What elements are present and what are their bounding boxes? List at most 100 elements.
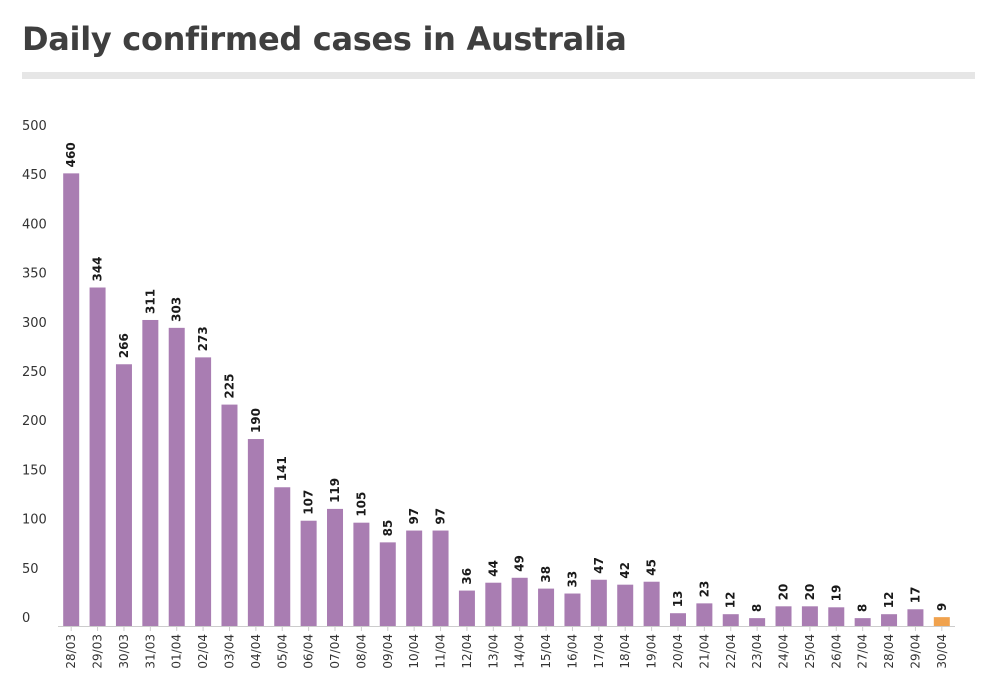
bar [300,520,317,626]
x-tick-label: 15/04 [539,634,553,669]
x-tick-label: 20/04 [671,634,685,669]
x-tick-label: 10/04 [407,634,421,669]
bar [669,613,686,626]
bar [327,508,344,626]
bar-value-label: 311 [143,289,157,314]
x-tick-label: 24/04 [777,634,791,669]
x-tick-label: 23/04 [750,634,764,669]
bar [142,319,159,626]
bar-value-label: 17 [908,587,922,604]
x-tick-label: 02/04 [196,634,210,669]
bars-group [63,173,950,627]
bar-value-label: 460 [64,142,78,167]
bar-value-label: 47 [592,557,606,574]
value-labels-group: 460 344 266 311 303 273 225 190 141 107 119 105 85 97… [64,142,949,612]
y-tick-label: 250 [22,365,47,380]
bar-value-label: 119 [328,478,342,503]
bar-value-label: 36 [460,568,474,585]
bar [485,582,502,626]
x-tick-label: 08/04 [354,634,368,669]
y-axis: 0 50 100 150 200 250 300 350 400 450 500 [22,119,47,626]
y-tick-label: 450 [22,168,47,183]
bar-value-label: 190 [249,408,263,433]
bar [63,173,80,627]
x-tick-label: 12/04 [460,634,474,669]
bar [379,542,396,626]
x-tick-label: 19/04 [645,634,659,669]
bar-value-label: 141 [275,456,289,481]
bar [722,614,739,626]
bar [775,606,792,626]
bar-value-label: 9 [935,603,949,611]
x-tick-label: 01/04 [170,634,184,669]
x-tick-label: 30/03 [117,634,131,669]
bar [801,606,818,626]
bar-value-label: 8 [856,604,870,612]
bar [881,614,898,626]
bar [247,439,264,626]
x-tick-label: 03/04 [222,634,236,669]
y-tick-label: 100 [22,513,47,528]
bar-value-label: 38 [539,566,553,583]
bar [643,581,660,626]
bar [168,327,185,626]
bar [432,530,449,626]
x-tick-label: 28/04 [882,634,896,669]
bar-value-label: 266 [117,333,131,358]
bar [115,364,132,626]
x-tick-label: 25/04 [803,634,817,669]
bar-value-label: 20 [803,584,817,601]
bar-value-label: 107 [302,490,316,515]
bar-value-label: 49 [513,555,527,572]
bar [828,607,845,626]
x-tick-label: 29/04 [908,634,922,669]
bar-value-label: 45 [645,559,659,576]
bar-value-label: 105 [354,492,368,517]
bar [89,287,106,626]
title-divider [22,72,975,79]
bar [406,530,423,626]
bar-value-label: 13 [671,591,685,608]
x-tick-label: 21/04 [697,634,711,669]
y-tick-label: 150 [22,463,47,478]
bar [907,609,924,626]
y-tick-label: 400 [22,217,47,232]
x-tick-label: 26/04 [829,634,843,669]
bar-value-label: 44 [486,560,500,577]
x-tick-label: 22/04 [724,634,738,669]
bar [195,357,212,626]
y-tick-label: 200 [22,414,47,429]
bar-value-label: 8 [750,604,764,612]
bar [538,588,555,626]
bar [696,603,713,626]
bar [274,487,291,626]
bar-value-label: 42 [618,562,632,579]
x-tick-label: 09/04 [381,634,395,669]
bar-value-label: 225 [222,374,236,399]
bar [564,593,581,626]
bar [511,577,528,626]
bar [221,404,238,626]
x-tick-label: 06/04 [302,634,316,669]
bar-value-label: 33 [565,571,579,588]
x-tick-label: 17/04 [592,634,606,669]
x-tick-label: 31/03 [143,634,157,669]
chart-title: Daily confirmed cases in Australia [22,20,627,58]
y-tick-label: 500 [22,119,47,134]
x-tick-label: 18/04 [618,634,632,669]
bar-value-label: 20 [777,584,791,601]
bar-value-label: 273 [196,326,210,351]
bar-value-label: 97 [407,508,421,525]
bar [353,522,370,626]
y-tick-label: 0 [22,611,30,626]
bar-value-label: 97 [434,508,448,525]
x-tick-label: 13/04 [486,634,500,669]
bar-value-label: 12 [724,591,738,608]
bar-value-label: 23 [697,581,711,598]
x-tick-label: 27/04 [856,634,870,669]
x-tick-label: 30/04 [935,634,949,669]
bar [749,618,766,626]
x-tick-label: 05/04 [275,634,289,669]
bar-value-label: 19 [829,585,843,602]
